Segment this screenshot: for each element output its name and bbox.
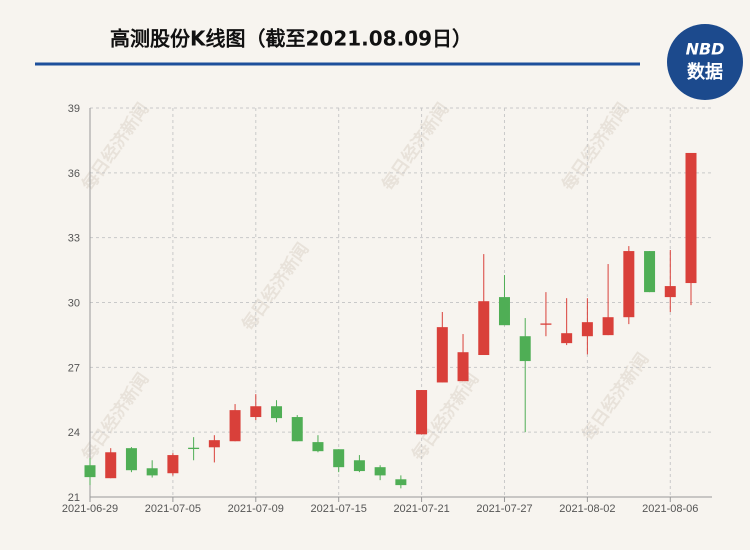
candle-body <box>229 410 241 442</box>
candle-body <box>685 152 697 284</box>
watermark: 每日经济新闻 <box>558 99 634 195</box>
watermark: 每日经济新闻 <box>578 349 654 445</box>
candle-body <box>457 352 469 382</box>
logo <box>667 24 743 100</box>
y-tick-label: 33 <box>68 233 80 245</box>
logo-text: 数据 <box>687 61 723 83</box>
x-tick-label: 2021-06-29 <box>62 503 118 515</box>
candle-body <box>644 251 656 293</box>
candle-body <box>208 440 220 448</box>
candle-body <box>146 468 158 476</box>
candle-body <box>188 447 200 450</box>
candle-body <box>271 406 283 419</box>
watermark: 每日经济新闻 <box>238 239 314 335</box>
logo-text: NBD <box>686 40 725 59</box>
y-tick-label: 21 <box>68 492 80 504</box>
candle-body <box>333 449 345 468</box>
candle-body <box>291 417 303 442</box>
x-tick-label: 2021-07-09 <box>228 503 284 515</box>
x-tick-label: 2021-08-06 <box>642 503 698 515</box>
candle-body <box>250 406 262 418</box>
candle-body <box>581 322 593 337</box>
x-tick-label: 2021-07-21 <box>393 503 449 515</box>
candle-body <box>519 336 531 362</box>
candle-body <box>312 442 324 452</box>
candle-body <box>664 286 676 298</box>
candle-body <box>167 455 179 474</box>
candle-body <box>353 460 365 472</box>
candle-body <box>374 467 386 476</box>
y-tick-label: 24 <box>68 427 80 439</box>
y-tick-label: 36 <box>68 168 80 180</box>
x-tick-label: 2021-07-27 <box>476 503 532 515</box>
candle-body <box>498 297 510 326</box>
watermark: 每日经济新闻 <box>378 99 454 195</box>
candle-body <box>395 479 407 486</box>
watermark: 每日经济新闻 <box>78 99 154 195</box>
candle-body <box>540 323 552 325</box>
candle-body <box>602 317 614 336</box>
candle-body <box>436 327 448 383</box>
candle-body <box>478 301 490 356</box>
watermark: 每日经济新闻 <box>78 369 154 465</box>
candle-body <box>84 465 96 478</box>
watermarks: 每日经济新闻每日经济新闻每日经济新闻每日经济新闻每日经济新闻每日经济新闻每日经济… <box>78 99 654 465</box>
chart-title: 高测股份K线图（截至2021.08.09日） <box>110 27 472 51</box>
candle-body <box>416 390 428 435</box>
y-tick-label: 27 <box>68 362 80 374</box>
y-tick-label: 39 <box>68 103 80 115</box>
x-tick-label: 2021-07-05 <box>145 503 201 515</box>
candle-body <box>623 251 635 318</box>
candle-body <box>105 452 117 479</box>
candle-body <box>561 333 573 344</box>
candle-body <box>125 448 137 471</box>
x-tick-label: 2021-07-15 <box>311 503 367 515</box>
y-tick-label: 30 <box>68 298 80 310</box>
x-tick-label: 2021-08-02 <box>559 503 615 515</box>
